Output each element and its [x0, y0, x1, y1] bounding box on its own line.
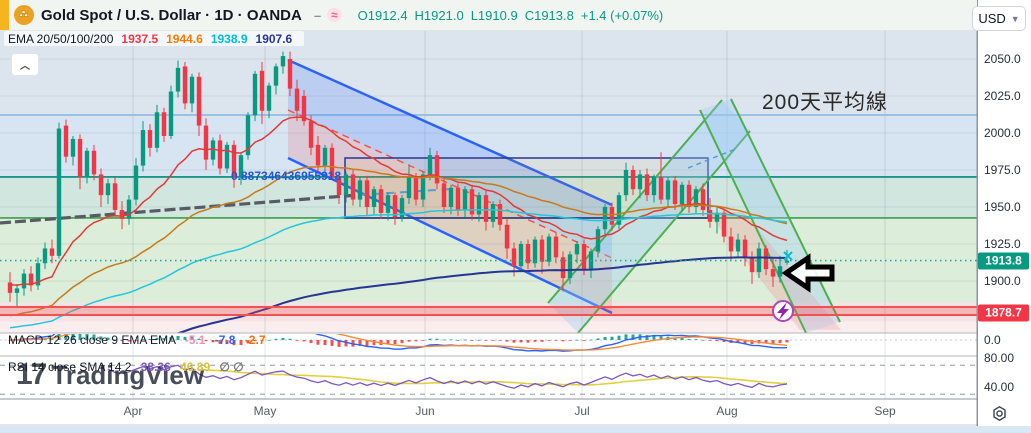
chart-header: Gold Spot / U.S. Dollar · 1D · OANDA – ≈…: [0, 0, 977, 31]
ohlc-high: H1921.0: [414, 7, 464, 23]
ohlc-change: +1.4 (+0.07%): [580, 7, 664, 23]
candles-layer: [7, 51, 790, 308]
ohlc-open: O1912.4: [357, 7, 408, 23]
rsi-pane: [0, 364, 977, 395]
indicator-axis-label: 80.00: [984, 351, 1015, 365]
month-label-aug[interactable]: Aug: [716, 404, 738, 418]
ema-legend-label[interactable]: EMA 20/50/100/200: [8, 31, 114, 46]
macd-line-value: -7.8: [214, 333, 236, 347]
ema-legend: EMA 20/50/100/200 1937.5 1944.6 1938.9 1…: [4, 31, 305, 46]
rsi-legend: RSI 14 close SMA 14 2 38.36 46.89 ∅ ∅: [8, 360, 244, 374]
rsi-empty-values: ∅ ∅: [219, 360, 244, 374]
price-label: 1950.0: [984, 200, 1021, 214]
indicator-axis-label: 0.0: [984, 333, 1001, 347]
alert-badge: 1878.7: [978, 304, 1029, 322]
toolbar-edge-strip: [0, 0, 9, 30]
price-label: 2000.0: [984, 126, 1021, 140]
macd-legend-label[interactable]: MACD 12 26 close 9 EMA EMA: [8, 333, 176, 347]
macd-legend: MACD 12 26 close 9 EMA EMA -5.1 -7.8 -2.…: [8, 333, 266, 347]
macd-pane: [0, 334, 977, 352]
gold-symbol-icon: [14, 5, 34, 25]
tradingview-logo-text: TradingView: [51, 359, 205, 390]
ema50-value: 1944.6: [166, 31, 203, 46]
tradingview-logo-icon: 17: [16, 358, 47, 391]
month-label-jul[interactable]: Jul: [574, 404, 590, 418]
price-label: 2050.0: [984, 52, 1021, 66]
symbol-title[interactable]: Gold Spot / U.S. Dollar · 1D · OANDA: [41, 6, 302, 24]
pane-settings-gear-icon[interactable]: [985, 404, 1013, 422]
black-arrow-annotation: [781, 253, 835, 293]
macd-hist-value: -5.1: [184, 333, 206, 347]
price-label: 1975.0: [984, 163, 1021, 177]
rsi-sma-value: 46.89: [180, 360, 211, 374]
ema100-value: 1938.9: [210, 31, 248, 46]
note-200dma-text: 200天平均線: [762, 91, 889, 114]
delayed-data-icon: ≈: [327, 8, 342, 22]
currency-label: USD: [978, 11, 1006, 26]
fib-level-label: 0.887346436955918: [231, 169, 342, 183]
price-axis[interactable]: [977, 0, 1031, 433]
ohlc-readout: O1912.4 H1921.0 L1910.9 C1913.8 +1.4 (+0.07%…: [358, 8, 671, 23]
currency-dropdown[interactable]: USD ▼: [972, 6, 1026, 31]
rsi-value: 38.36: [140, 360, 171, 374]
ema200-value: 1907.6: [255, 31, 293, 46]
month-label-jun[interactable]: Jun: [415, 404, 435, 418]
bottom-scrollbar[interactable]: [0, 426, 1031, 433]
rsi-legend-label[interactable]: RSI 14 close SMA 14 2: [8, 360, 132, 374]
month-label-sep[interactable]: Sep: [874, 404, 896, 418]
ohlc-low: L1910.9: [470, 7, 518, 23]
ohlc-close: C1913.8: [524, 7, 574, 23]
price-label: 1925.0: [984, 237, 1021, 251]
month-label-apr[interactable]: Apr: [123, 404, 143, 418]
tradingview-watermark: 17 TradingView: [16, 358, 204, 392]
chevron-down-icon: ▼: [1010, 13, 1020, 24]
ema-lines: [9, 116, 788, 333]
macd-signal-value: -2.7: [244, 333, 266, 347]
indicator-axis-label: 40.00: [984, 380, 1015, 394]
collapse-legend-button[interactable]: ︿: [11, 53, 39, 76]
ema20-value: 1937.5: [121, 31, 159, 46]
price-label: 1900.0: [984, 274, 1021, 288]
market-status-minus-icon: –: [313, 7, 322, 23]
price-label: 2025.0: [984, 89, 1021, 103]
last-price-badge: 1913.8: [978, 252, 1029, 270]
month-label-may[interactable]: May: [253, 404, 277, 418]
